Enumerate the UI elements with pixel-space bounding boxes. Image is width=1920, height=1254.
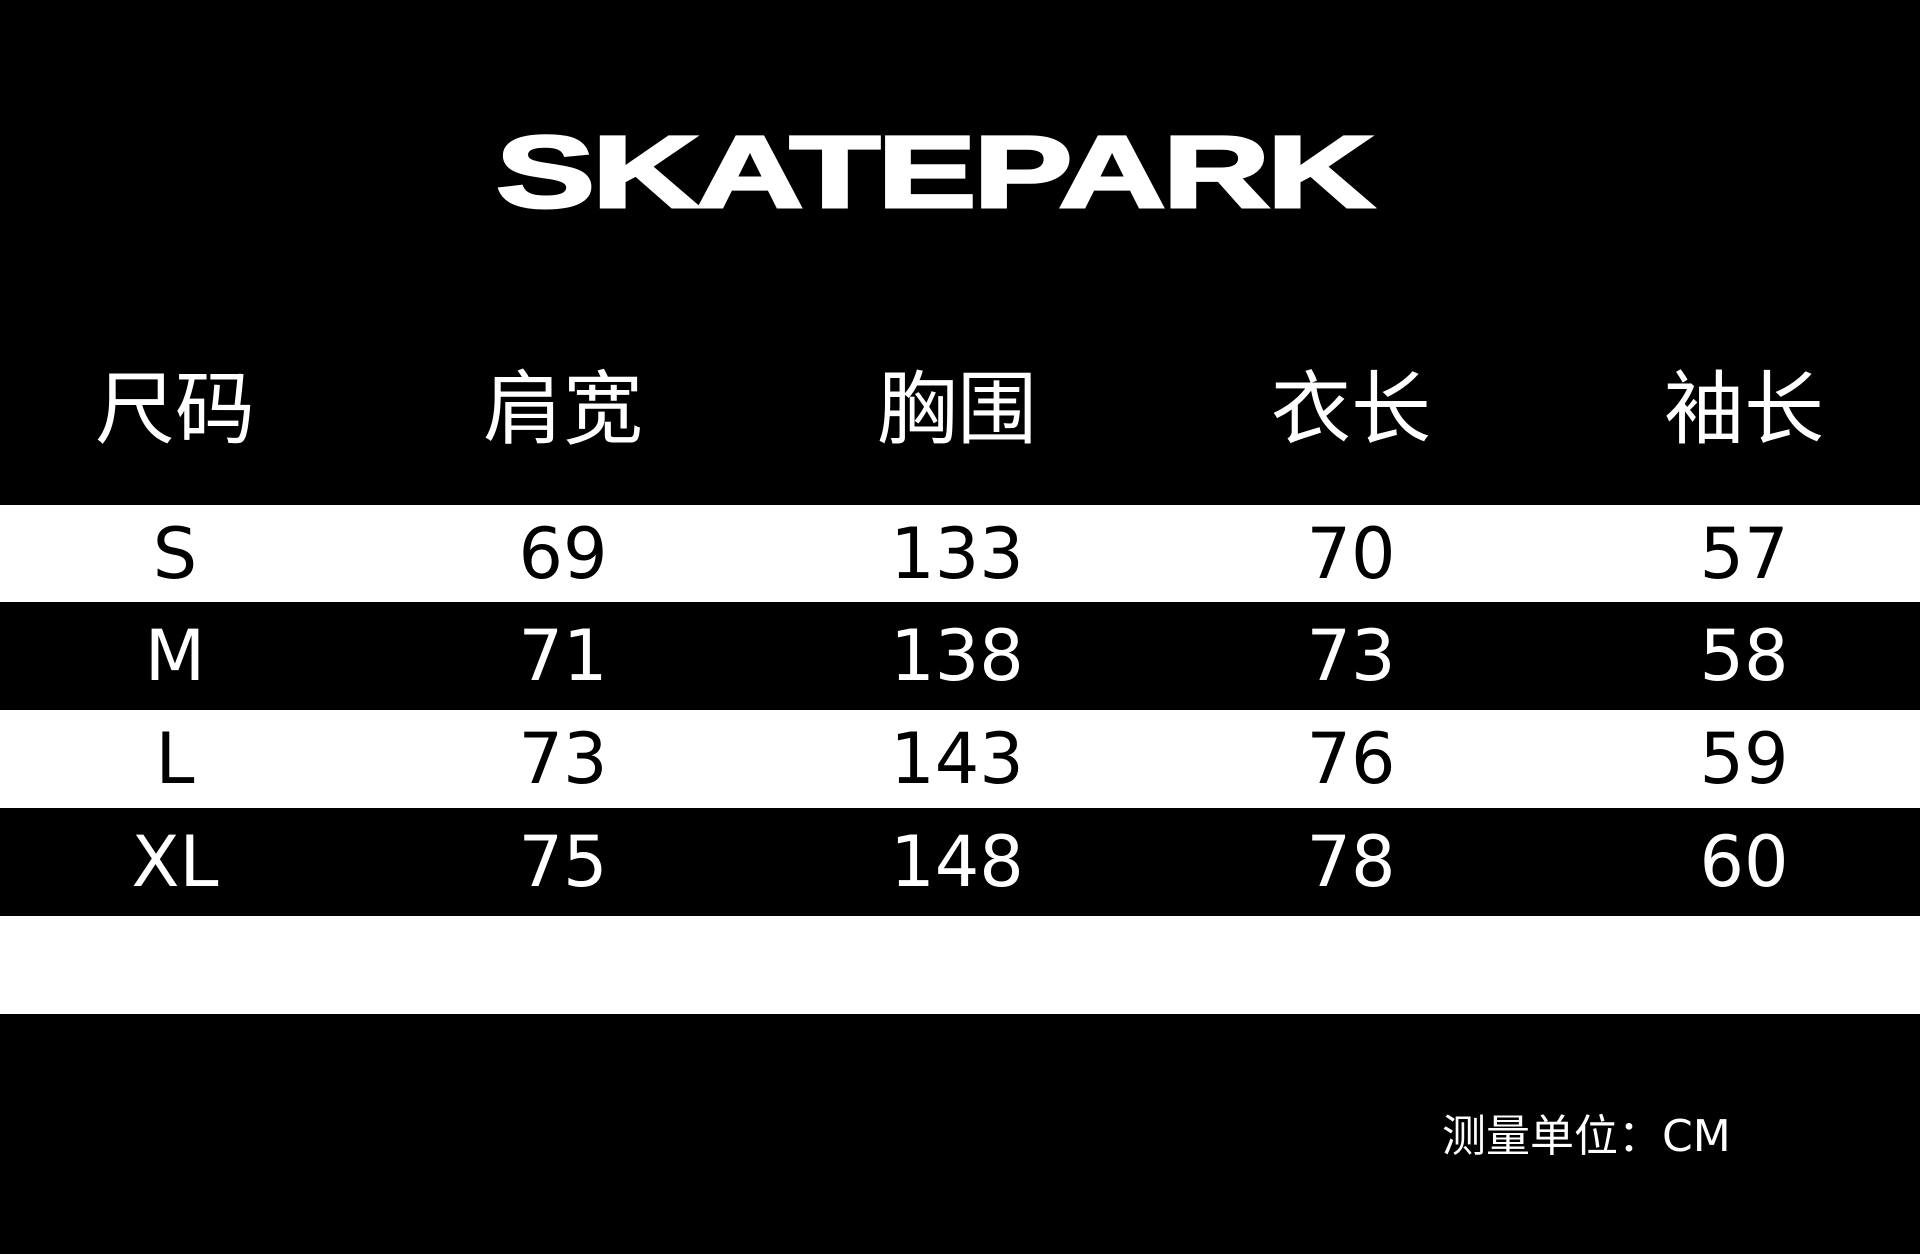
header-sleeve: 袖长 (1664, 362, 1824, 456)
cell-chest: 148 (890, 821, 1024, 903)
cell-sleeve: 60 (1699, 821, 1789, 903)
cell-shoulder: 71 (518, 615, 608, 697)
table-row: M 71 138 73 58 (0, 602, 1920, 710)
cell-size: XL (131, 821, 219, 903)
header-size: 尺码 (95, 362, 255, 456)
measurement-unit-note: 测量单位：CM (1442, 1111, 1731, 1162)
cell-shoulder: 69 (518, 512, 608, 595)
cell-sleeve: 58 (1699, 615, 1789, 697)
cell-length: 78 (1306, 821, 1396, 903)
cell-size: S (152, 512, 198, 595)
cell-chest: 133 (890, 512, 1024, 595)
cell-length: 73 (1306, 615, 1396, 697)
table-row: S 69 133 70 57 (0, 505, 1920, 602)
table-row: L 73 143 76 59 (0, 710, 1920, 808)
cell-chest: 138 (890, 615, 1024, 697)
cell-sleeve: 59 (1699, 718, 1789, 800)
cell-size: M (144, 615, 206, 697)
cell-length: 70 (1306, 512, 1396, 595)
cell-size: L (155, 718, 195, 800)
empty-stripe (0, 916, 1920, 1014)
cell-sleeve: 57 (1699, 512, 1789, 595)
table-row: XL 75 148 78 60 (0, 808, 1920, 916)
header-length: 衣长 (1271, 362, 1431, 456)
header-shoulder: 肩宽 (483, 362, 643, 456)
cell-shoulder: 73 (518, 718, 608, 800)
cell-length: 76 (1306, 718, 1396, 800)
table-header-row: 尺码 肩宽 胸围 衣长 袖长 (0, 340, 1920, 465)
cell-chest: 143 (890, 718, 1024, 800)
cell-shoulder: 75 (518, 821, 608, 903)
header-chest: 胸围 (877, 362, 1037, 456)
skatepark-logo: SKATEPARK (494, 115, 1377, 229)
